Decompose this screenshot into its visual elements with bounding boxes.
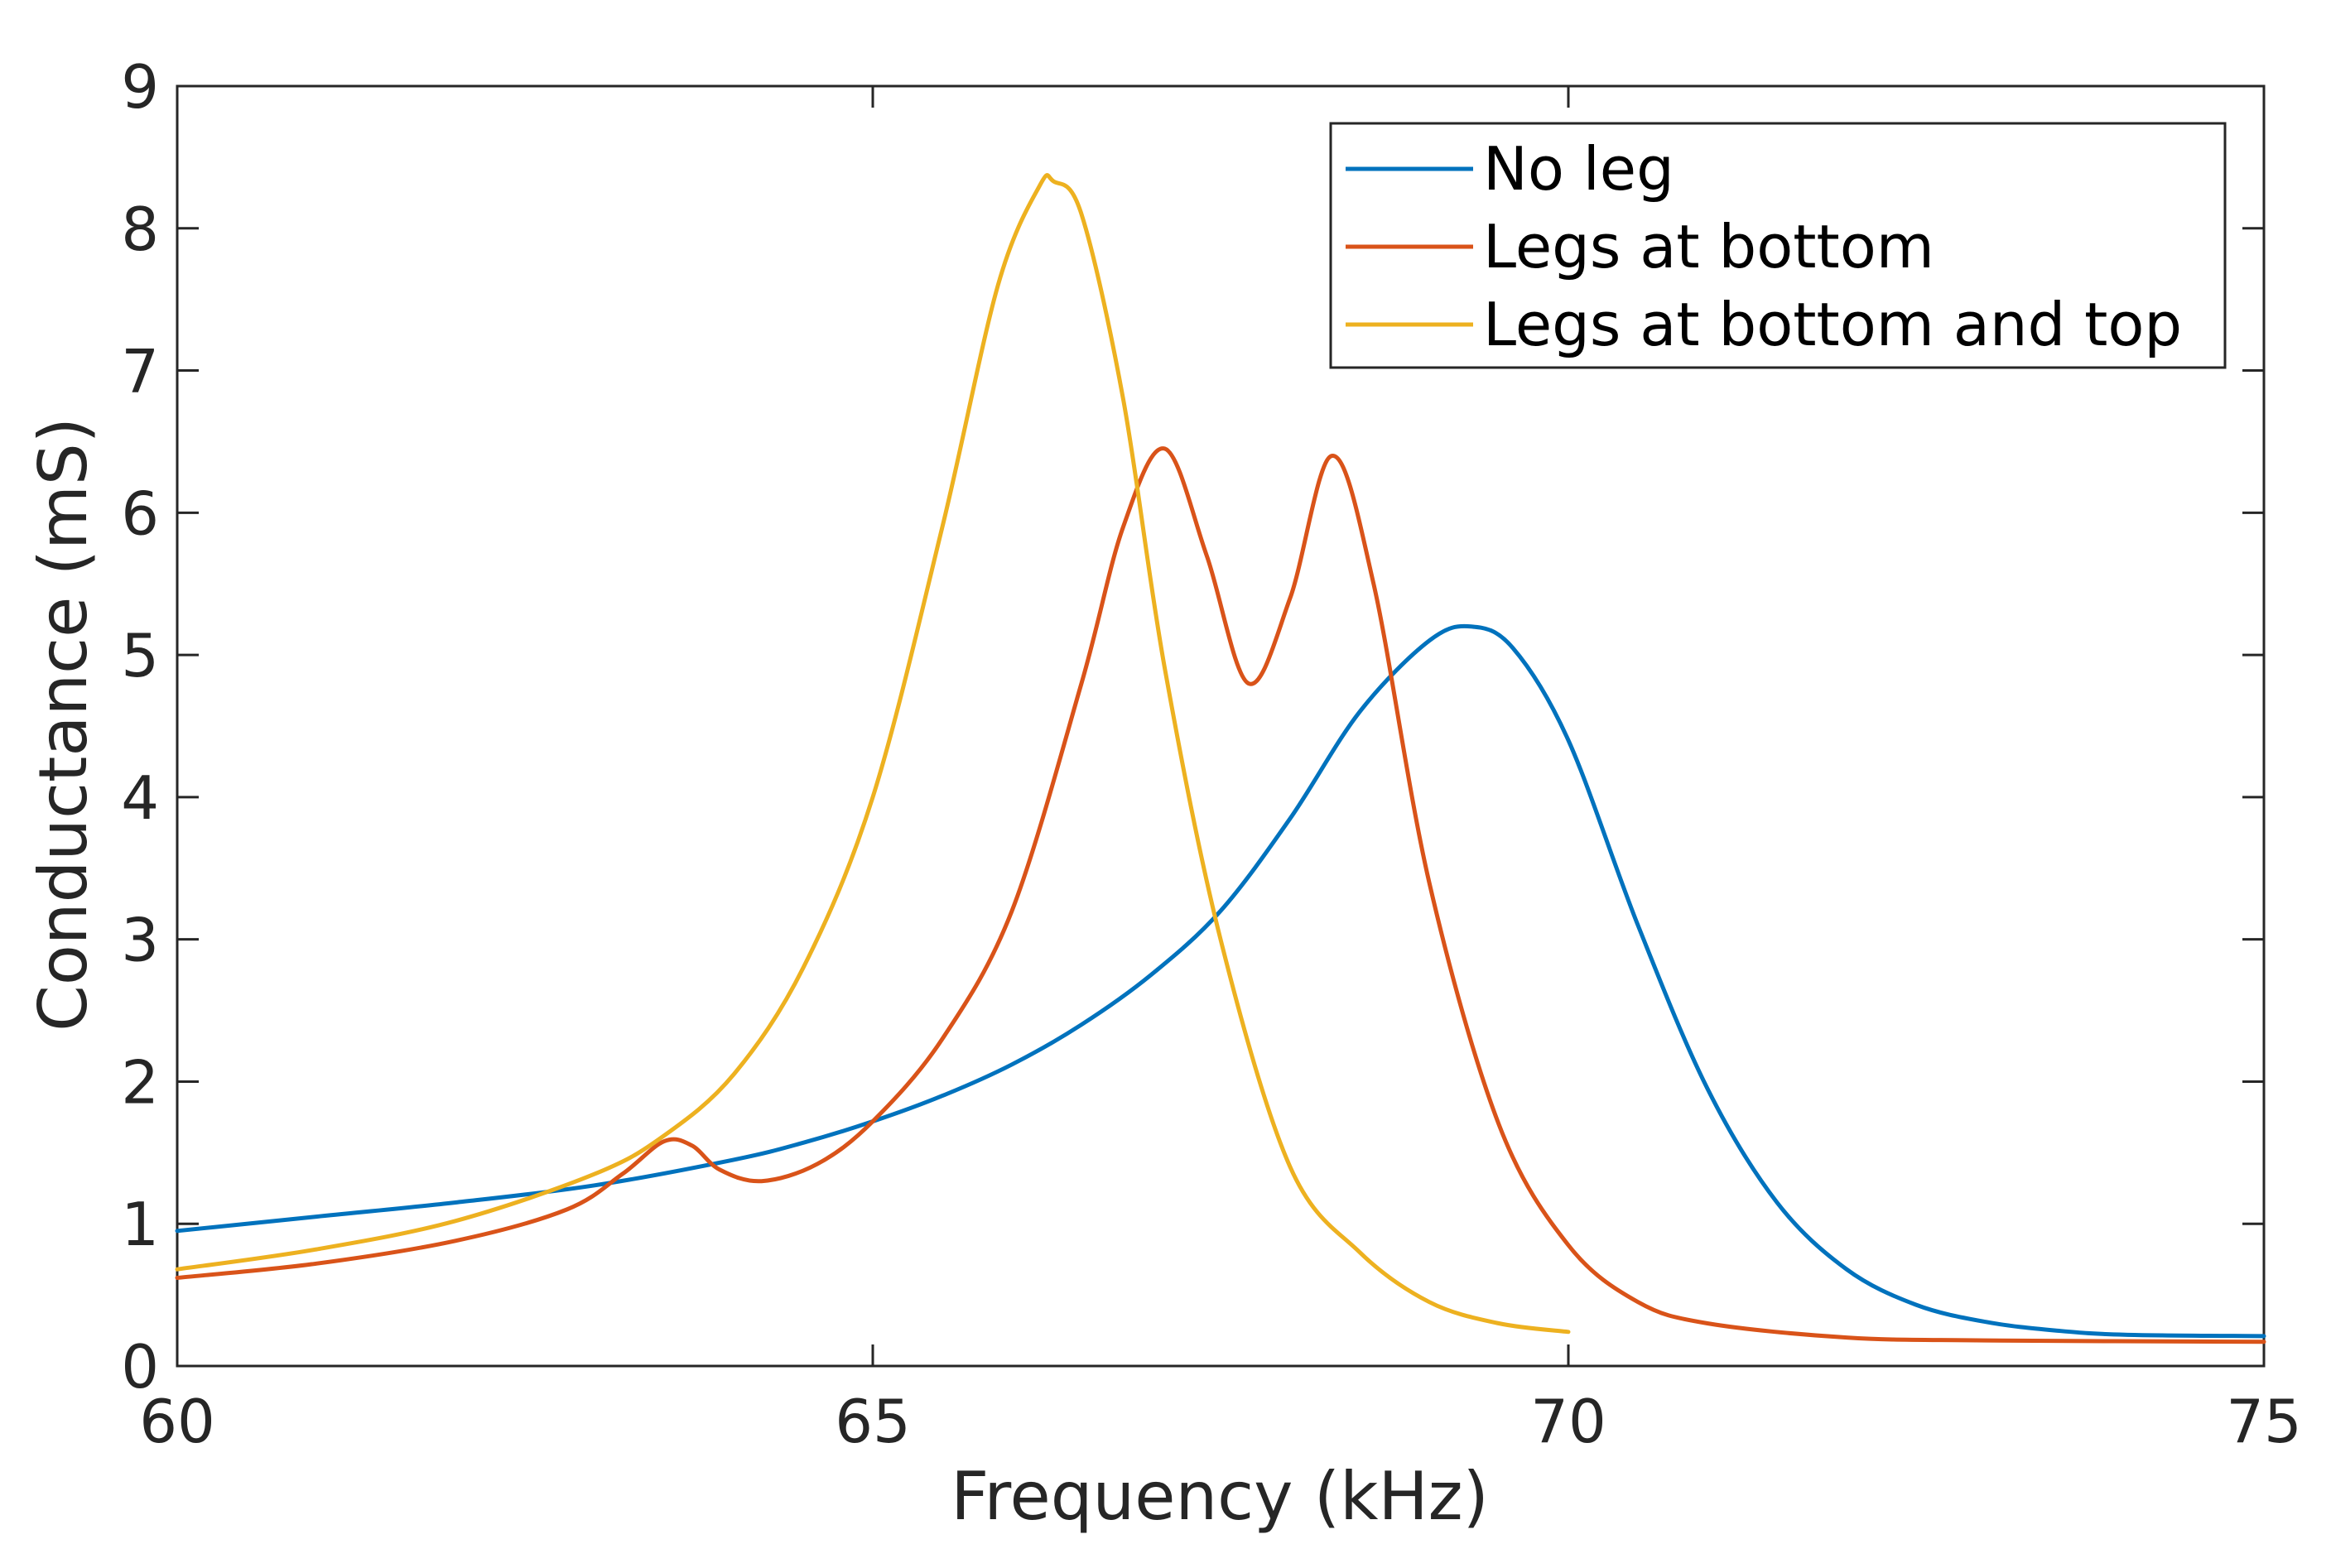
x-tick-label: 65	[835, 1387, 911, 1456]
series-layer	[175, 173, 2266, 1344]
y-axis-title: Conductance (mS)	[25, 417, 102, 1032]
legend-label-1: No leg	[1483, 134, 1674, 204]
legend-label-2: Legs at bottom	[1483, 212, 1934, 281]
y-tick-label: 8	[121, 195, 159, 264]
y-tick-label: 0	[121, 1332, 159, 1402]
legend-box	[1329, 122, 2227, 369]
y-tick-label: 6	[121, 479, 159, 548]
series-line-3	[175, 173, 1571, 1335]
y-tick-label: 3	[121, 906, 159, 975]
legend-label-3: Legs at bottom and top	[1483, 290, 2182, 359]
x-tick-label: 70	[1530, 1387, 1606, 1456]
ticks-layer: 60 65 70 75 0 1 2 3 4 5 6 7 8 9	[121, 52, 2302, 1456]
y-tick-label: 9	[121, 52, 159, 122]
y-tick-label: 2	[121, 1047, 159, 1117]
x-tick-label: 75	[2226, 1387, 2302, 1456]
y-tick-label: 5	[121, 621, 159, 690]
x-axis-title: Frequency (kHz)	[951, 1458, 1489, 1535]
x-tick-label: 60	[139, 1387, 215, 1456]
series-line-2	[175, 446, 2266, 1344]
legend: No leg Legs at bottom Legs at bottom and t…	[1329, 122, 2227, 369]
y-tick-label: 1	[121, 1190, 159, 1259]
y-tick-label: 4	[121, 763, 159, 833]
y-tick-label: 7	[121, 337, 159, 406]
